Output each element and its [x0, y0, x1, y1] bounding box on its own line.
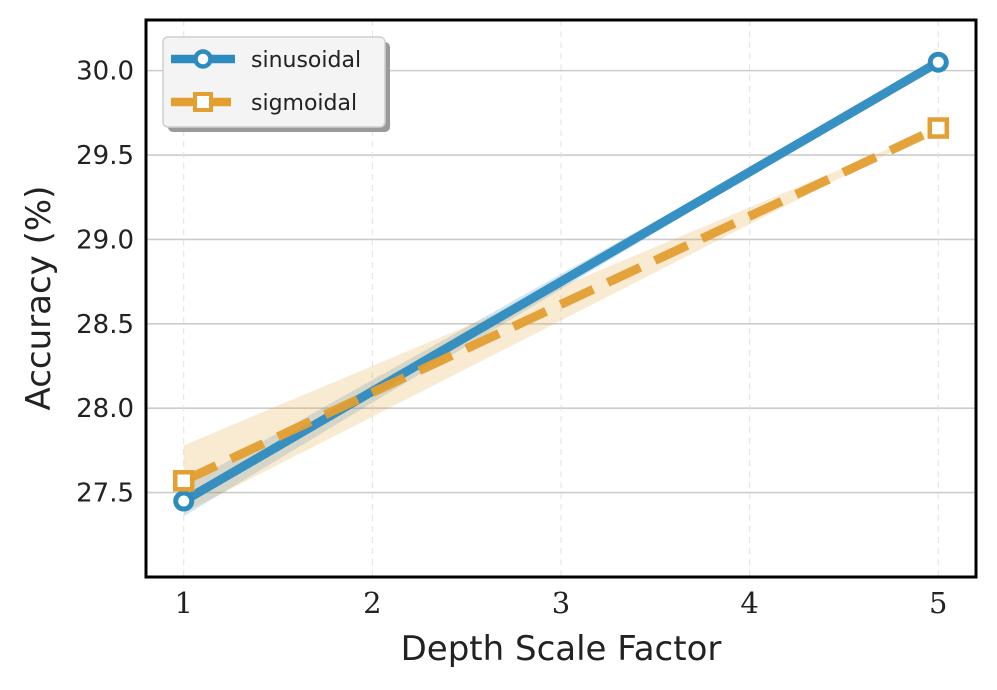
sigmoidal-line — [181, 123, 941, 485]
y-tick-label: 30.0 — [76, 57, 134, 87]
sigmoidal-point — [927, 117, 950, 139]
legend-sinusoidal-marker — [193, 49, 213, 69]
plot-frame — [144, 18, 978, 579]
legend-sigmoidal-label: sigmoidal — [251, 91, 357, 116]
sinusoidal-line — [181, 58, 941, 505]
axis-ticks: 27.5 28.0 28.5 29.0 29.5 30.0 1 2 3 4 5 — [76, 57, 947, 620]
y-tick-label: 27.5 — [76, 479, 134, 509]
sinusoidal-point — [173, 490, 195, 512]
series-lines — [181, 58, 941, 505]
x-tick-label: 4 — [740, 586, 758, 620]
x-tick-label: 1 — [175, 586, 193, 620]
x-axis-label: Depth Scale Factor — [401, 629, 722, 669]
legend-sinusoidal-label: sinusoidal — [251, 48, 361, 73]
legend-sigmoidal-marker — [193, 92, 213, 112]
series-markers — [172, 51, 950, 512]
sinusoidal-point — [927, 51, 949, 73]
y-tick-label: 29.5 — [76, 141, 134, 171]
x-tick-label: 5 — [929, 586, 947, 620]
y-axis-label: Accuracy (%) — [19, 186, 59, 411]
x-tick-label: 3 — [552, 586, 570, 620]
y-tick-label: 28.5 — [76, 310, 134, 340]
y-tick-label: 29.0 — [76, 225, 134, 255]
legend: sinusoidal sigmoidal — [162, 36, 390, 132]
sigmoidal-point — [172, 470, 195, 492]
sigmoidal-band — [183, 128, 939, 513]
x-tick-label: 2 — [363, 586, 381, 620]
y-tick-label: 28.0 — [76, 394, 134, 424]
